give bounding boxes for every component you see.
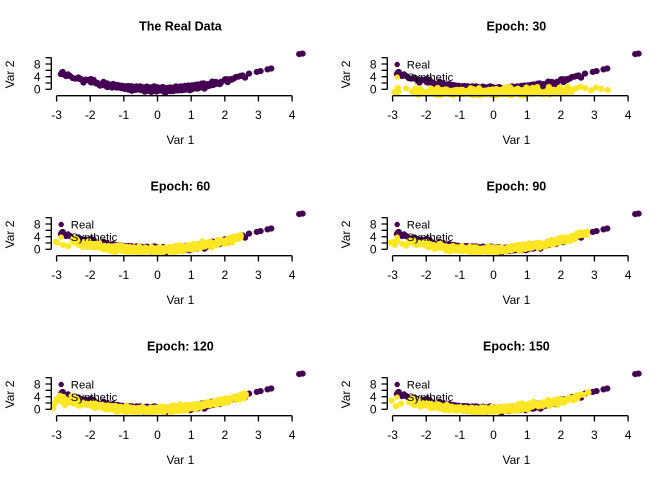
svg-text:-3: -3	[387, 108, 398, 122]
svg-text:The Real Data: The Real Data	[139, 20, 223, 34]
svg-text:3: 3	[591, 428, 598, 442]
svg-text:-3: -3	[387, 268, 398, 282]
svg-text:0: 0	[370, 243, 377, 257]
svg-text:0: 0	[370, 83, 377, 97]
svg-text:2: 2	[221, 108, 228, 122]
svg-text:Epoch: 60: Epoch: 60	[151, 180, 211, 194]
svg-text:Var 2: Var 2	[3, 380, 17, 408]
svg-text:3: 3	[255, 428, 262, 442]
svg-text:4: 4	[34, 70, 41, 84]
svg-text:8: 8	[370, 217, 377, 231]
svg-text:3: 3	[591, 268, 598, 282]
svg-text:8: 8	[34, 217, 41, 231]
svg-text:Real: Real	[407, 380, 430, 392]
svg-text:0: 0	[490, 108, 497, 122]
svg-text:Var 2: Var 2	[339, 60, 353, 88]
svg-text:-3: -3	[51, 108, 62, 122]
svg-text:Synthetic: Synthetic	[71, 232, 118, 244]
svg-text:8: 8	[370, 57, 377, 71]
svg-text:4: 4	[625, 108, 632, 122]
svg-text:Var 2: Var 2	[3, 60, 17, 88]
svg-text:4: 4	[370, 230, 377, 244]
svg-text:2: 2	[221, 428, 228, 442]
svg-text:-1: -1	[118, 108, 129, 122]
svg-text:1: 1	[524, 428, 531, 442]
svg-text:2: 2	[557, 108, 564, 122]
svg-text:3: 3	[255, 108, 262, 122]
svg-text:-2: -2	[85, 108, 96, 122]
svg-text:Var 1: Var 1	[167, 453, 195, 467]
svg-text:2: 2	[557, 428, 564, 442]
svg-text:8: 8	[370, 377, 377, 391]
svg-text:Epoch: 30: Epoch: 30	[487, 20, 547, 34]
svg-text:1: 1	[188, 428, 195, 442]
svg-text:4: 4	[289, 108, 296, 122]
svg-text:Var 1: Var 1	[503, 133, 531, 147]
svg-text:Var 2: Var 2	[3, 220, 17, 248]
svg-text:1: 1	[524, 108, 531, 122]
svg-text:Var 1: Var 1	[167, 293, 195, 307]
svg-text:0: 0	[34, 403, 41, 417]
svg-text:0: 0	[34, 243, 41, 257]
svg-text:Var 1: Var 1	[503, 453, 531, 467]
svg-text:4: 4	[625, 428, 632, 442]
svg-text:Epoch: 120: Epoch: 120	[147, 340, 214, 354]
svg-text:Synthetic: Synthetic	[407, 392, 454, 404]
svg-text:-3: -3	[387, 428, 398, 442]
svg-text:1: 1	[524, 268, 531, 282]
svg-text:8: 8	[34, 57, 41, 71]
svg-text:4: 4	[289, 268, 296, 282]
svg-text:-1: -1	[118, 268, 129, 282]
svg-text:Synthetic: Synthetic	[407, 232, 454, 244]
svg-text:Synthetic: Synthetic	[71, 392, 118, 404]
svg-text:0: 0	[490, 428, 497, 442]
svg-text:2: 2	[557, 268, 564, 282]
svg-text:-1: -1	[454, 108, 465, 122]
svg-text:Real: Real	[407, 60, 430, 72]
svg-text:4: 4	[289, 428, 296, 442]
svg-text:0: 0	[154, 268, 161, 282]
svg-text:0: 0	[154, 428, 161, 442]
svg-text:3: 3	[255, 268, 262, 282]
svg-text:2: 2	[221, 268, 228, 282]
svg-text:-2: -2	[85, 428, 96, 442]
svg-text:8: 8	[34, 377, 41, 391]
svg-text:4: 4	[370, 70, 377, 84]
svg-text:Var 1: Var 1	[503, 293, 531, 307]
svg-text:-1: -1	[118, 428, 129, 442]
svg-text:Var 2: Var 2	[339, 380, 353, 408]
svg-text:-3: -3	[51, 428, 62, 442]
svg-text:0: 0	[490, 268, 497, 282]
svg-text:4: 4	[34, 390, 41, 404]
svg-text:-1: -1	[454, 268, 465, 282]
svg-text:-2: -2	[85, 268, 96, 282]
svg-text:1: 1	[188, 268, 195, 282]
svg-text:Epoch: 150: Epoch: 150	[483, 340, 550, 354]
svg-text:Var 2: Var 2	[339, 220, 353, 248]
svg-text:Var 1: Var 1	[167, 133, 195, 147]
svg-text:0: 0	[34, 83, 41, 97]
svg-text:Epoch: 90: Epoch: 90	[487, 180, 547, 194]
svg-text:-2: -2	[421, 108, 432, 122]
svg-text:Real: Real	[71, 380, 94, 392]
svg-text:-2: -2	[421, 428, 432, 442]
svg-text:4: 4	[34, 230, 41, 244]
svg-text:1: 1	[188, 108, 195, 122]
svg-text:-3: -3	[51, 268, 62, 282]
svg-text:Synthetic: Synthetic	[407, 72, 454, 84]
svg-text:0: 0	[154, 108, 161, 122]
svg-text:-2: -2	[421, 268, 432, 282]
svg-text:Real: Real	[407, 220, 430, 232]
svg-text:Real: Real	[71, 220, 94, 232]
svg-text:0: 0	[370, 403, 377, 417]
svg-text:3: 3	[591, 108, 598, 122]
svg-text:4: 4	[370, 390, 377, 404]
svg-text:4: 4	[625, 268, 632, 282]
svg-text:-1: -1	[454, 428, 465, 442]
